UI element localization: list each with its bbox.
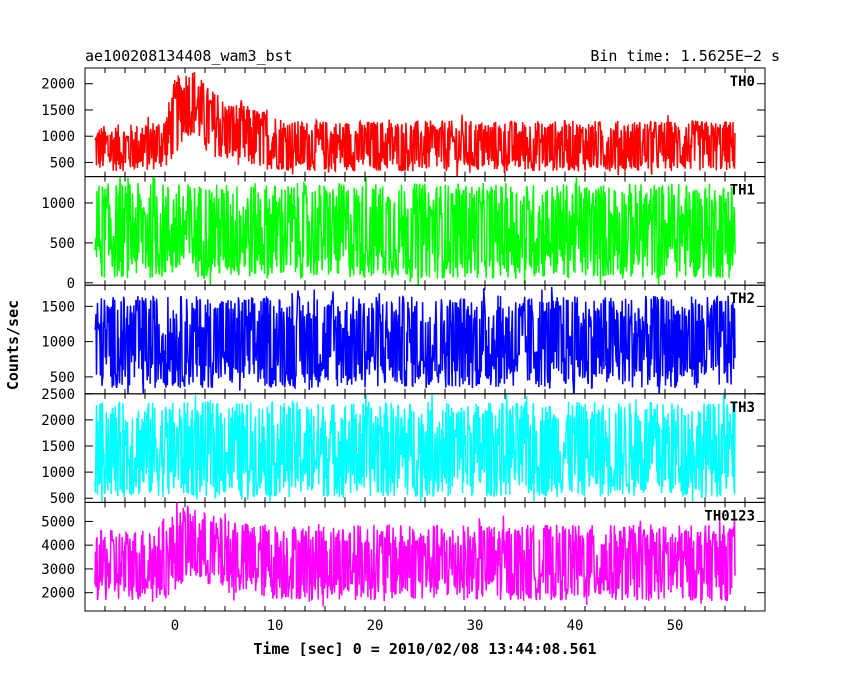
series-line-th0 [94,71,736,177]
x-tick-label: 0 [171,618,179,634]
x-tick-label: 40 [567,618,584,634]
x-tick-label: 50 [667,618,684,634]
y-tick-label-th3: 2500 [41,387,75,403]
y-tick-label-th0123: 3000 [41,562,75,578]
y-tick-label-th3: 1500 [41,439,75,455]
x-tick-label: 20 [367,618,384,634]
panel-label-th1: TH1 [730,183,755,199]
y-tick-label-th0123: 4000 [41,538,75,554]
series-line-th1 [94,176,736,286]
y-tick-label-th1: 500 [50,236,75,252]
y-tick-label-th3: 1000 [41,465,75,481]
y-tick-label-th0: 2000 [41,77,75,93]
y-tick-label-th0: 1000 [41,129,75,145]
panel-label-th2: TH2 [730,291,755,307]
panels-group: TH0500100015002000TH105001000TH250010001… [41,67,766,634]
series-line-th3 [94,393,736,503]
x-tick-label: 30 [467,618,484,634]
y-tick-label-th1: 1000 [41,196,75,212]
chart-title: ae100208134408_wam3_bst [85,47,293,65]
panel-label-th0123: TH0123 [704,508,755,524]
series-line-th0123 [94,502,736,607]
series-line-th2 [94,286,736,394]
y-tick-label-th0: 1500 [41,103,75,119]
panel-label-th0: TH0 [730,74,755,90]
y-axis-label: Counts/sec [4,300,22,390]
bin-time-label: Bin time: 1.5625E−2 s [590,47,780,65]
y-tick-label-th2: 500 [50,370,75,386]
panel-th3: TH3 500 1000 1500 2000 2500 [41,387,766,507]
y-tick-label-th2: 1500 [41,299,75,315]
panel-label-th3: TH3 [730,400,755,416]
x-axis-label: Time [sec] 0 = 2010/02/08 13:44:08.561 [253,640,596,658]
y-tick-label-th0123: 5000 [41,514,75,530]
y-tick-label-th3: 500 [50,491,75,507]
y-tick-label-th1: 0 [67,276,75,292]
y-tick-label-th0123: 2000 [41,586,75,602]
panel-th2: TH2 500 1000 1500 [41,284,766,395]
x-tick-label: 10 [267,618,284,634]
y-tick-label-th0: 500 [50,155,75,171]
y-tick-label-th3: 2000 [41,413,75,429]
panel-th1: TH1 0 500 1000 [41,176,766,292]
panel-th0123: TH0123 2000 3000 4000 5000 [41,501,766,612]
y-tick-label-th2: 1000 [41,335,75,351]
panel-th0: TH0 500 1000 1500 2000 [41,67,766,178]
